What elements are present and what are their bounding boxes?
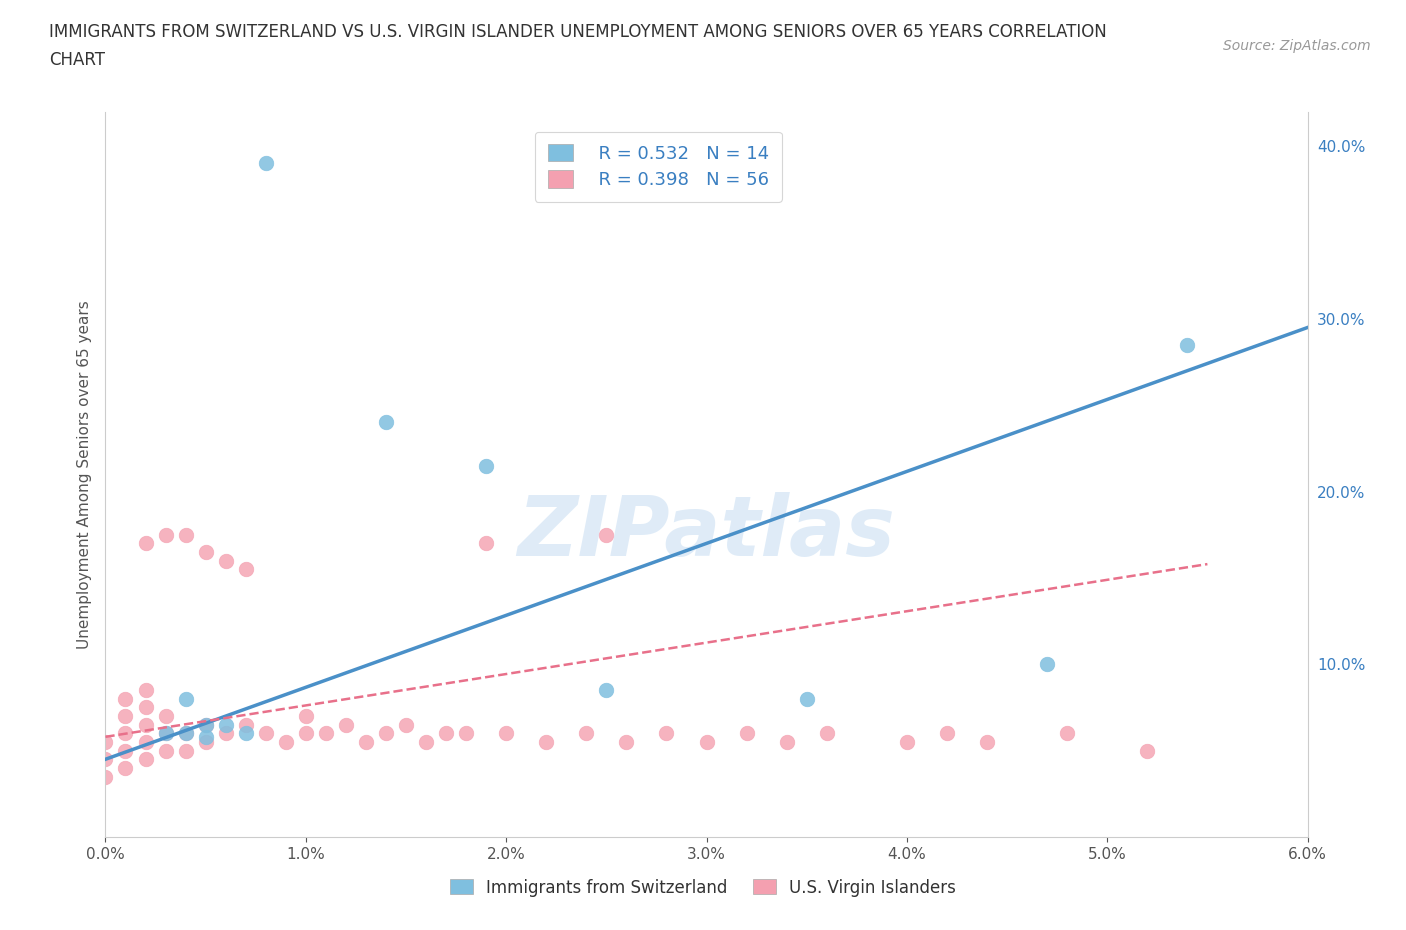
Point: [235, 562, 257, 577]
Point: [335, 717, 357, 732]
Point: [495, 726, 517, 741]
Point: [114, 691, 136, 706]
Point: [375, 415, 398, 430]
Point: [114, 726, 136, 741]
Text: IMMIGRANTS FROM SWITZERLAND VS U.S. VIRGIN ISLANDER UNEMPLOYMENT AMONG SENIORS O: IMMIGRANTS FROM SWITZERLAND VS U.S. VIRG…: [49, 23, 1107, 41]
Point: [214, 726, 236, 741]
Point: [194, 729, 217, 744]
Point: [135, 735, 157, 750]
Point: [595, 683, 617, 698]
Point: [655, 726, 678, 741]
Point: [896, 735, 918, 750]
Point: [155, 726, 177, 741]
Point: [235, 717, 257, 732]
Point: [936, 726, 959, 741]
Point: [94, 751, 117, 766]
Text: ZIPatlas: ZIPatlas: [517, 492, 896, 573]
Point: [155, 743, 177, 758]
Point: [135, 700, 157, 715]
Point: [135, 717, 157, 732]
Text: CHART: CHART: [49, 51, 105, 69]
Point: [214, 717, 236, 732]
Point: [135, 536, 157, 551]
Point: [1177, 338, 1199, 352]
Point: [735, 726, 758, 741]
Point: [155, 527, 177, 542]
Point: [174, 743, 197, 758]
Point: [94, 769, 117, 784]
Point: [295, 709, 318, 724]
Point: [595, 527, 617, 542]
Point: [375, 726, 398, 741]
Point: [254, 156, 277, 171]
Point: [135, 751, 157, 766]
Point: [796, 691, 818, 706]
Point: [976, 735, 998, 750]
Point: [696, 735, 718, 750]
Point: [174, 726, 197, 741]
Point: [194, 545, 217, 560]
Point: [815, 726, 838, 741]
Point: [616, 735, 638, 750]
Point: [575, 726, 598, 741]
Point: [254, 726, 277, 741]
Point: [235, 726, 257, 741]
Point: [434, 726, 457, 741]
Point: [295, 726, 318, 741]
Point: [395, 717, 418, 732]
Point: [776, 735, 799, 750]
Point: [1136, 743, 1159, 758]
Legend: Immigrants from Switzerland, U.S. Virgin Islanders: Immigrants from Switzerland, U.S. Virgin…: [441, 870, 965, 905]
Point: [214, 553, 236, 568]
Point: [536, 735, 558, 750]
Point: [315, 726, 337, 741]
Point: [114, 709, 136, 724]
Point: [114, 761, 136, 776]
Point: [114, 743, 136, 758]
Point: [135, 683, 157, 698]
Y-axis label: Unemployment Among Seniors over 65 years: Unemployment Among Seniors over 65 years: [76, 300, 91, 649]
Point: [475, 458, 498, 473]
Point: [354, 735, 377, 750]
Text: Source: ZipAtlas.com: Source: ZipAtlas.com: [1223, 39, 1371, 53]
Point: [155, 709, 177, 724]
Point: [1036, 657, 1059, 671]
Legend:   R = 0.532   N = 14,   R = 0.398   N = 56: R = 0.532 N = 14, R = 0.398 N = 56: [534, 131, 782, 202]
Point: [415, 735, 437, 750]
Point: [174, 527, 197, 542]
Point: [1056, 726, 1078, 741]
Point: [194, 735, 217, 750]
Point: [194, 717, 217, 732]
Point: [456, 726, 478, 741]
Point: [174, 691, 197, 706]
Point: [475, 536, 498, 551]
Point: [94, 735, 117, 750]
Point: [194, 717, 217, 732]
Point: [155, 726, 177, 741]
Point: [174, 726, 197, 741]
Point: [274, 735, 297, 750]
